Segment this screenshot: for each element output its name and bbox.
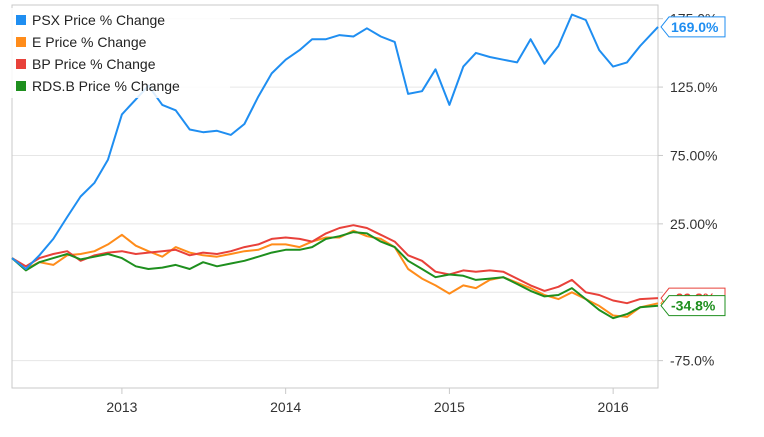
x-tick-label: 2014 bbox=[270, 399, 301, 415]
series-line-bp bbox=[11, 224, 659, 305]
end-value-labels: 169.0%-33.1%-29.3%-34.8% bbox=[660, 16, 726, 317]
legend-label: BP Price % Change bbox=[32, 56, 156, 72]
end-label-text: -34.8% bbox=[671, 298, 716, 314]
series-line-e bbox=[11, 229, 659, 318]
end-label-box bbox=[660, 16, 726, 38]
legend-label: PSX Price % Change bbox=[32, 12, 165, 28]
legend-swatch bbox=[16, 37, 26, 47]
y-tick-label: 125.0% bbox=[670, 79, 717, 95]
axes: 2013 2014 2015 2016 bbox=[11, 4, 663, 415]
x-tick-label: 2015 bbox=[434, 399, 465, 415]
legend: PSX Price % Change E Price % Change BP Pri… bbox=[10, 8, 230, 98]
legend-label: RDS.B Price % Change bbox=[32, 78, 180, 94]
legend-item: RDS.B Price % Change bbox=[16, 78, 180, 94]
series-line-rds-b bbox=[11, 231, 659, 320]
x-tick-label: 2013 bbox=[106, 399, 137, 415]
legend-item: BP Price % Change bbox=[16, 56, 156, 72]
end-label-box bbox=[660, 295, 726, 317]
legend-item: E Price % Change bbox=[16, 34, 147, 50]
y-tick-label: -75.0% bbox=[670, 353, 714, 369]
legend-label: E Price % Change bbox=[32, 34, 147, 50]
legend-swatch bbox=[16, 15, 26, 25]
series-lines bbox=[11, 13, 659, 320]
plot-frame bbox=[11, 4, 659, 389]
y-tick-label: 25.00% bbox=[670, 216, 717, 232]
y-tick-label: 75.00% bbox=[670, 147, 717, 163]
legend-swatch bbox=[16, 81, 26, 91]
end-label-rds-b: -34.8% bbox=[660, 295, 726, 317]
legend-swatch bbox=[16, 59, 26, 69]
end-label-text: 169.0% bbox=[671, 19, 719, 35]
end-label-psx: 169.0% bbox=[660, 16, 726, 38]
series-line-psx bbox=[11, 13, 659, 270]
legend-background bbox=[10, 8, 230, 98]
legend-item: PSX Price % Change bbox=[16, 12, 165, 28]
x-tick-label: 2016 bbox=[598, 399, 629, 415]
